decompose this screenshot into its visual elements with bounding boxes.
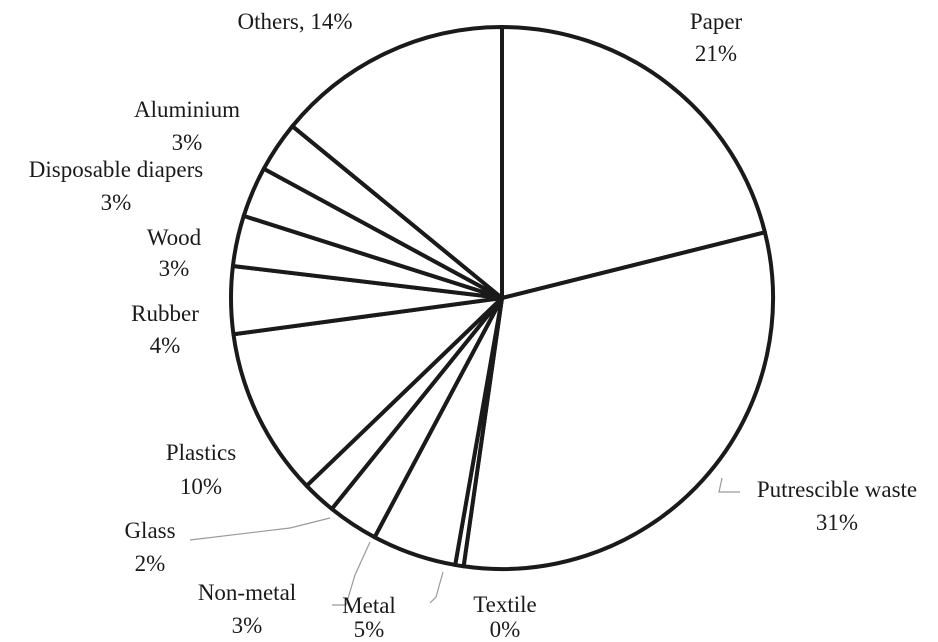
leader-line-metal — [332, 541, 371, 606]
label-putrescible-waste: Putrescible waste — [757, 477, 917, 502]
pie-slice-putrescible-waste — [461, 230, 775, 571]
value-putrescible-waste: 31% — [816, 510, 858, 535]
pie-slice-paper — [500, 25, 767, 300]
value-glass: 2% — [135, 551, 166, 576]
pie-slice-others — [290, 25, 504, 300]
label-metal: Metal — [342, 593, 396, 618]
label-plastics: Plastics — [166, 440, 236, 465]
value-disposable-diapers: 3% — [101, 190, 132, 215]
label-non-metal: Non-metal — [198, 580, 296, 605]
label-textile: Textile — [473, 592, 537, 617]
slices-layer — [229, 25, 775, 571]
leader-line-putrescible — [718, 477, 740, 493]
value-paper: 21% — [695, 41, 737, 66]
leader-line-glass — [189, 517, 331, 541]
value-metal: 5% — [354, 617, 385, 642]
label-disposable-diapers: Disposable diapers — [29, 157, 203, 182]
label-paper: Paper — [690, 9, 743, 34]
value-plastics: 10% — [180, 474, 222, 499]
leader-line-textile — [429, 571, 444, 604]
label-wood: Wood — [147, 225, 202, 250]
value-non-metal: 3% — [232, 613, 263, 638]
value-textile: 0% — [490, 617, 521, 642]
value-wood: 3% — [159, 256, 190, 281]
pie-slice-plastics — [231, 296, 504, 488]
labels-layer: Others, 14% Paper 21% Aluminium 3% Dispo… — [29, 9, 917, 642]
label-aluminium: Aluminium — [134, 97, 240, 122]
leader-lines — [189, 477, 740, 606]
label-others: Others, 14% — [238, 9, 353, 34]
value-rubber: 4% — [150, 333, 181, 358]
label-rubber: Rubber — [131, 301, 199, 326]
label-glass: Glass — [124, 518, 175, 543]
value-aluminium: 3% — [172, 130, 203, 155]
